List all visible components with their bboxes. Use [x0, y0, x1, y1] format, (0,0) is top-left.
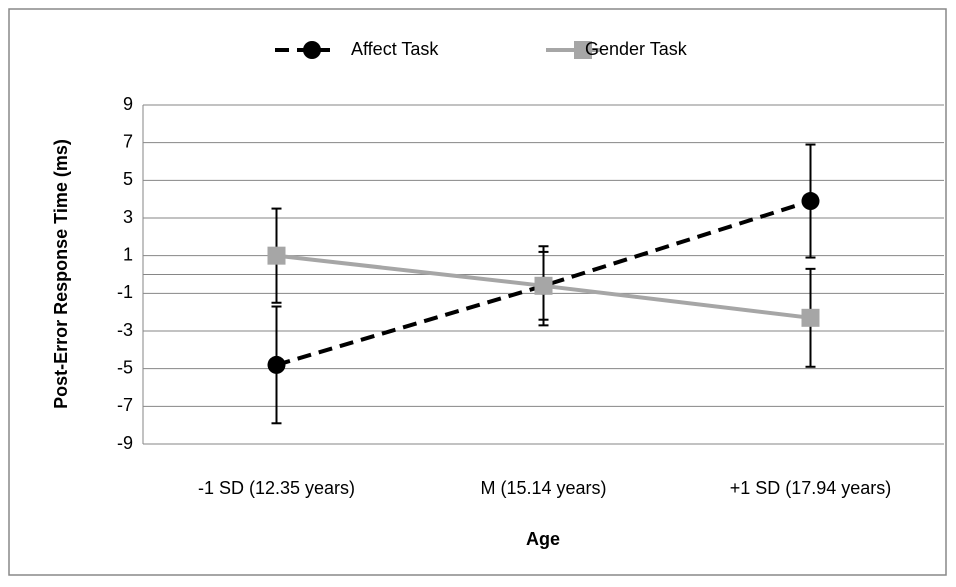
- series-line: [275, 199, 812, 367]
- y-tick-label: -5: [117, 357, 133, 377]
- data-point: [801, 192, 820, 211]
- data-point: [267, 355, 286, 374]
- y-tick-label: -1: [117, 282, 133, 302]
- x-tick-label: +1 SD (17.94 years): [730, 478, 892, 498]
- y-axis-title: Post-Error Response Time (ms): [51, 139, 71, 409]
- data-point: [534, 276, 553, 295]
- y-tick-label: 1: [123, 244, 133, 264]
- data-point: [267, 246, 286, 265]
- legend-label: Affect Task: [351, 39, 439, 59]
- y-tick-label: 5: [123, 169, 133, 189]
- y-tick-label: -3: [117, 320, 133, 340]
- x-tick-label: M (15.14 years): [480, 478, 606, 498]
- data-point: [801, 308, 820, 327]
- y-tick-label: 9: [123, 94, 133, 114]
- y-tick-label: 7: [123, 131, 133, 151]
- legend-marker: [303, 41, 321, 59]
- x-tick-label: -1 SD (12.35 years): [198, 478, 355, 498]
- chart-frame: [8, 8, 947, 576]
- y-tick-label: -7: [117, 395, 133, 415]
- legend-label: Gender Task: [585, 39, 688, 59]
- x-axis-title: Age: [526, 529, 560, 549]
- y-tick-label: -9: [117, 433, 133, 453]
- y-tick-label: 3: [123, 207, 133, 227]
- legend-marker: [574, 41, 592, 59]
